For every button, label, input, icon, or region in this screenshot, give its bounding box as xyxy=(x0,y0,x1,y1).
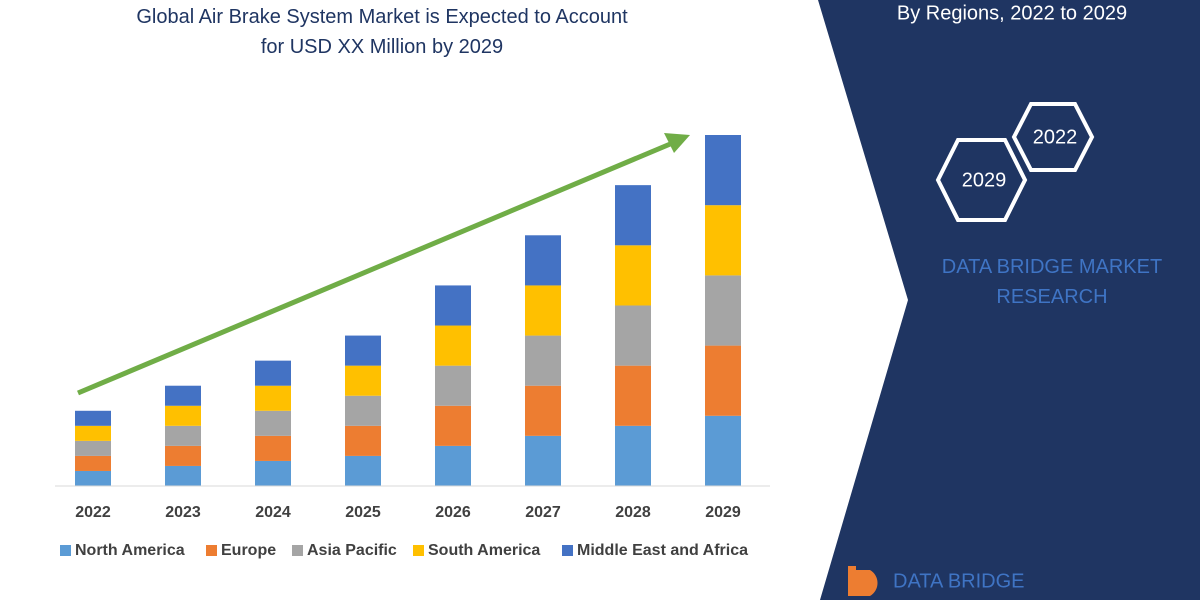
chart-title: Global Air Brake System Market is Expect… xyxy=(136,6,628,58)
arrow-head xyxy=(664,133,690,153)
bar-segment xyxy=(75,425,111,441)
bar-segment xyxy=(705,415,741,486)
bar-segment xyxy=(345,395,381,426)
bar-segment xyxy=(705,275,741,346)
x-tick-label: 2029 xyxy=(705,504,741,521)
bar-segment xyxy=(165,465,201,486)
bar-segment xyxy=(615,365,651,426)
bar-segment xyxy=(615,305,651,366)
bar-segment xyxy=(705,135,741,206)
bar-segment xyxy=(435,325,471,366)
legend-label: Asia Pacific xyxy=(307,542,397,559)
bar-segment xyxy=(75,410,111,426)
legend-swatch xyxy=(292,545,303,556)
bar-segment xyxy=(345,455,381,486)
bar-segment xyxy=(615,245,651,306)
bar-segment xyxy=(255,360,291,386)
x-tick-label: 2025 xyxy=(345,504,381,521)
x-tick-label: 2026 xyxy=(435,504,471,521)
legend-label: Europe xyxy=(221,542,276,559)
legend-label: Middle East and Africa xyxy=(577,542,748,559)
bar-segment xyxy=(75,470,111,486)
hex-label: 2022 xyxy=(1033,126,1078,148)
bar-segment xyxy=(525,285,561,336)
legend-label: North America xyxy=(75,542,185,559)
bar-segment xyxy=(255,385,291,411)
bar-segment xyxy=(435,365,471,406)
legend-swatch xyxy=(60,545,71,556)
hexagon xyxy=(1011,102,1095,172)
bar-segment xyxy=(615,185,651,246)
bar-segment xyxy=(255,435,291,461)
bar-segment xyxy=(345,425,381,456)
bar-segment xyxy=(615,425,651,486)
bar-segment xyxy=(525,435,561,486)
bar-segment xyxy=(705,205,741,276)
legend-swatch xyxy=(413,545,424,556)
logo-mark xyxy=(848,566,878,596)
bar-segment xyxy=(255,410,291,436)
x-tick-label: 2023 xyxy=(165,504,201,521)
panel-subtitle: By Regions, 2022 to 2029 xyxy=(897,2,1127,24)
bar-segment xyxy=(75,440,111,456)
bar-segment xyxy=(435,285,471,326)
bar-segment xyxy=(525,385,561,436)
bar-segment xyxy=(435,445,471,486)
bar-segment xyxy=(705,345,741,416)
bar-segment xyxy=(435,405,471,446)
hexagon xyxy=(935,138,1028,222)
side-panel xyxy=(818,0,1200,600)
bar-segment xyxy=(525,335,561,386)
legend-swatch xyxy=(562,545,573,556)
bar-segment xyxy=(255,460,291,486)
bar-segment xyxy=(165,445,201,466)
bar-segment xyxy=(165,405,201,426)
brand: DATA BRIDGE MARKET RESEARCH xyxy=(942,256,1162,308)
bar-segment xyxy=(75,455,111,471)
logo-text: DATA BRIDGE xyxy=(893,570,1025,592)
bar-segment xyxy=(345,335,381,366)
hex-label: 2029 xyxy=(962,169,1007,191)
x-tick-label: 2024 xyxy=(255,504,291,521)
x-tick-label: 2028 xyxy=(615,504,651,521)
bar-segment xyxy=(165,425,201,446)
bar-segment xyxy=(525,235,561,286)
x-tick-label: 2027 xyxy=(525,504,561,521)
x-tick-label: 2022 xyxy=(75,504,111,521)
legend-label: South America xyxy=(428,542,540,559)
bar-segment xyxy=(345,365,381,396)
plot: 2022 2023 2024 2025 2026 2027 2028 2029 North Am… xyxy=(55,135,770,559)
trend-arrow xyxy=(77,139,676,396)
legend-swatch xyxy=(206,545,217,556)
bar-segment xyxy=(165,385,201,406)
